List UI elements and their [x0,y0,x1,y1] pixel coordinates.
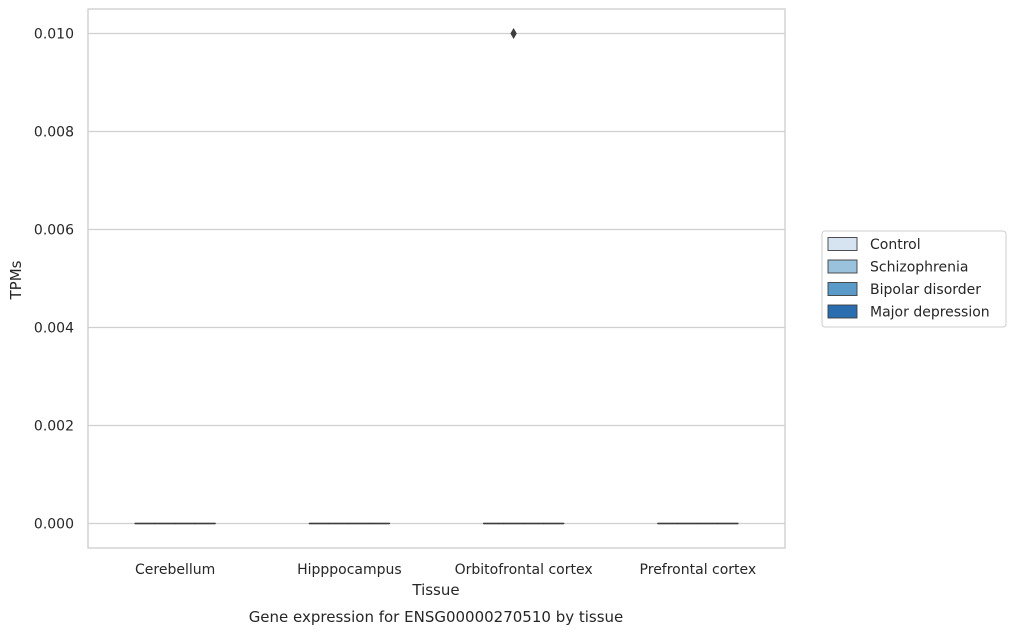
legend-swatch [827,304,858,319]
legend-frame [821,230,1007,328]
boxes [134,28,739,525]
y-tick-label: 0.008 [34,125,74,141]
figure-caption: Gene expression for ENSG00000270510 by t… [249,608,624,626]
y-tick-labels: 0.000 0.002 0.004 0.006 0.008 0.010 [34,27,74,533]
x-tick-labels: Cerebellum Hipppocampus Orbitofrontal cort… [135,562,756,578]
legend-label: Bipolar disorder [870,282,981,298]
x-tick-label: Hipppocampus [297,562,402,578]
y-axis-title: TPMs [7,260,25,300]
legend-swatch [827,282,858,296]
legend-swatch [827,237,858,251]
x-tick-label: Prefrontal cortex [640,562,757,578]
x-tick-label: Cerebellum [135,562,215,578]
x-axis-title: Tissue [411,581,459,599]
y-tick-label: 0.000 [34,517,74,533]
legend: Control Schizophrenia Bipolar disorder Majo… [821,230,1007,328]
y-tick-label: 0.002 [34,419,74,435]
y-tick-label: 0.004 [34,321,74,337]
plot-frame [87,8,786,549]
y-tick-label: 0.010 [34,27,74,43]
legend-swatch [827,259,858,274]
grid-lines [88,32,785,525]
legend-label: Major depression [870,305,990,321]
legend-label: Control [870,237,921,253]
x-tick-label: Orbitofrontal cortex [455,562,593,578]
y-tick-label: 0.006 [34,223,74,239]
legend-label: Schizophrenia [870,260,968,276]
outlier-point [510,28,517,39]
